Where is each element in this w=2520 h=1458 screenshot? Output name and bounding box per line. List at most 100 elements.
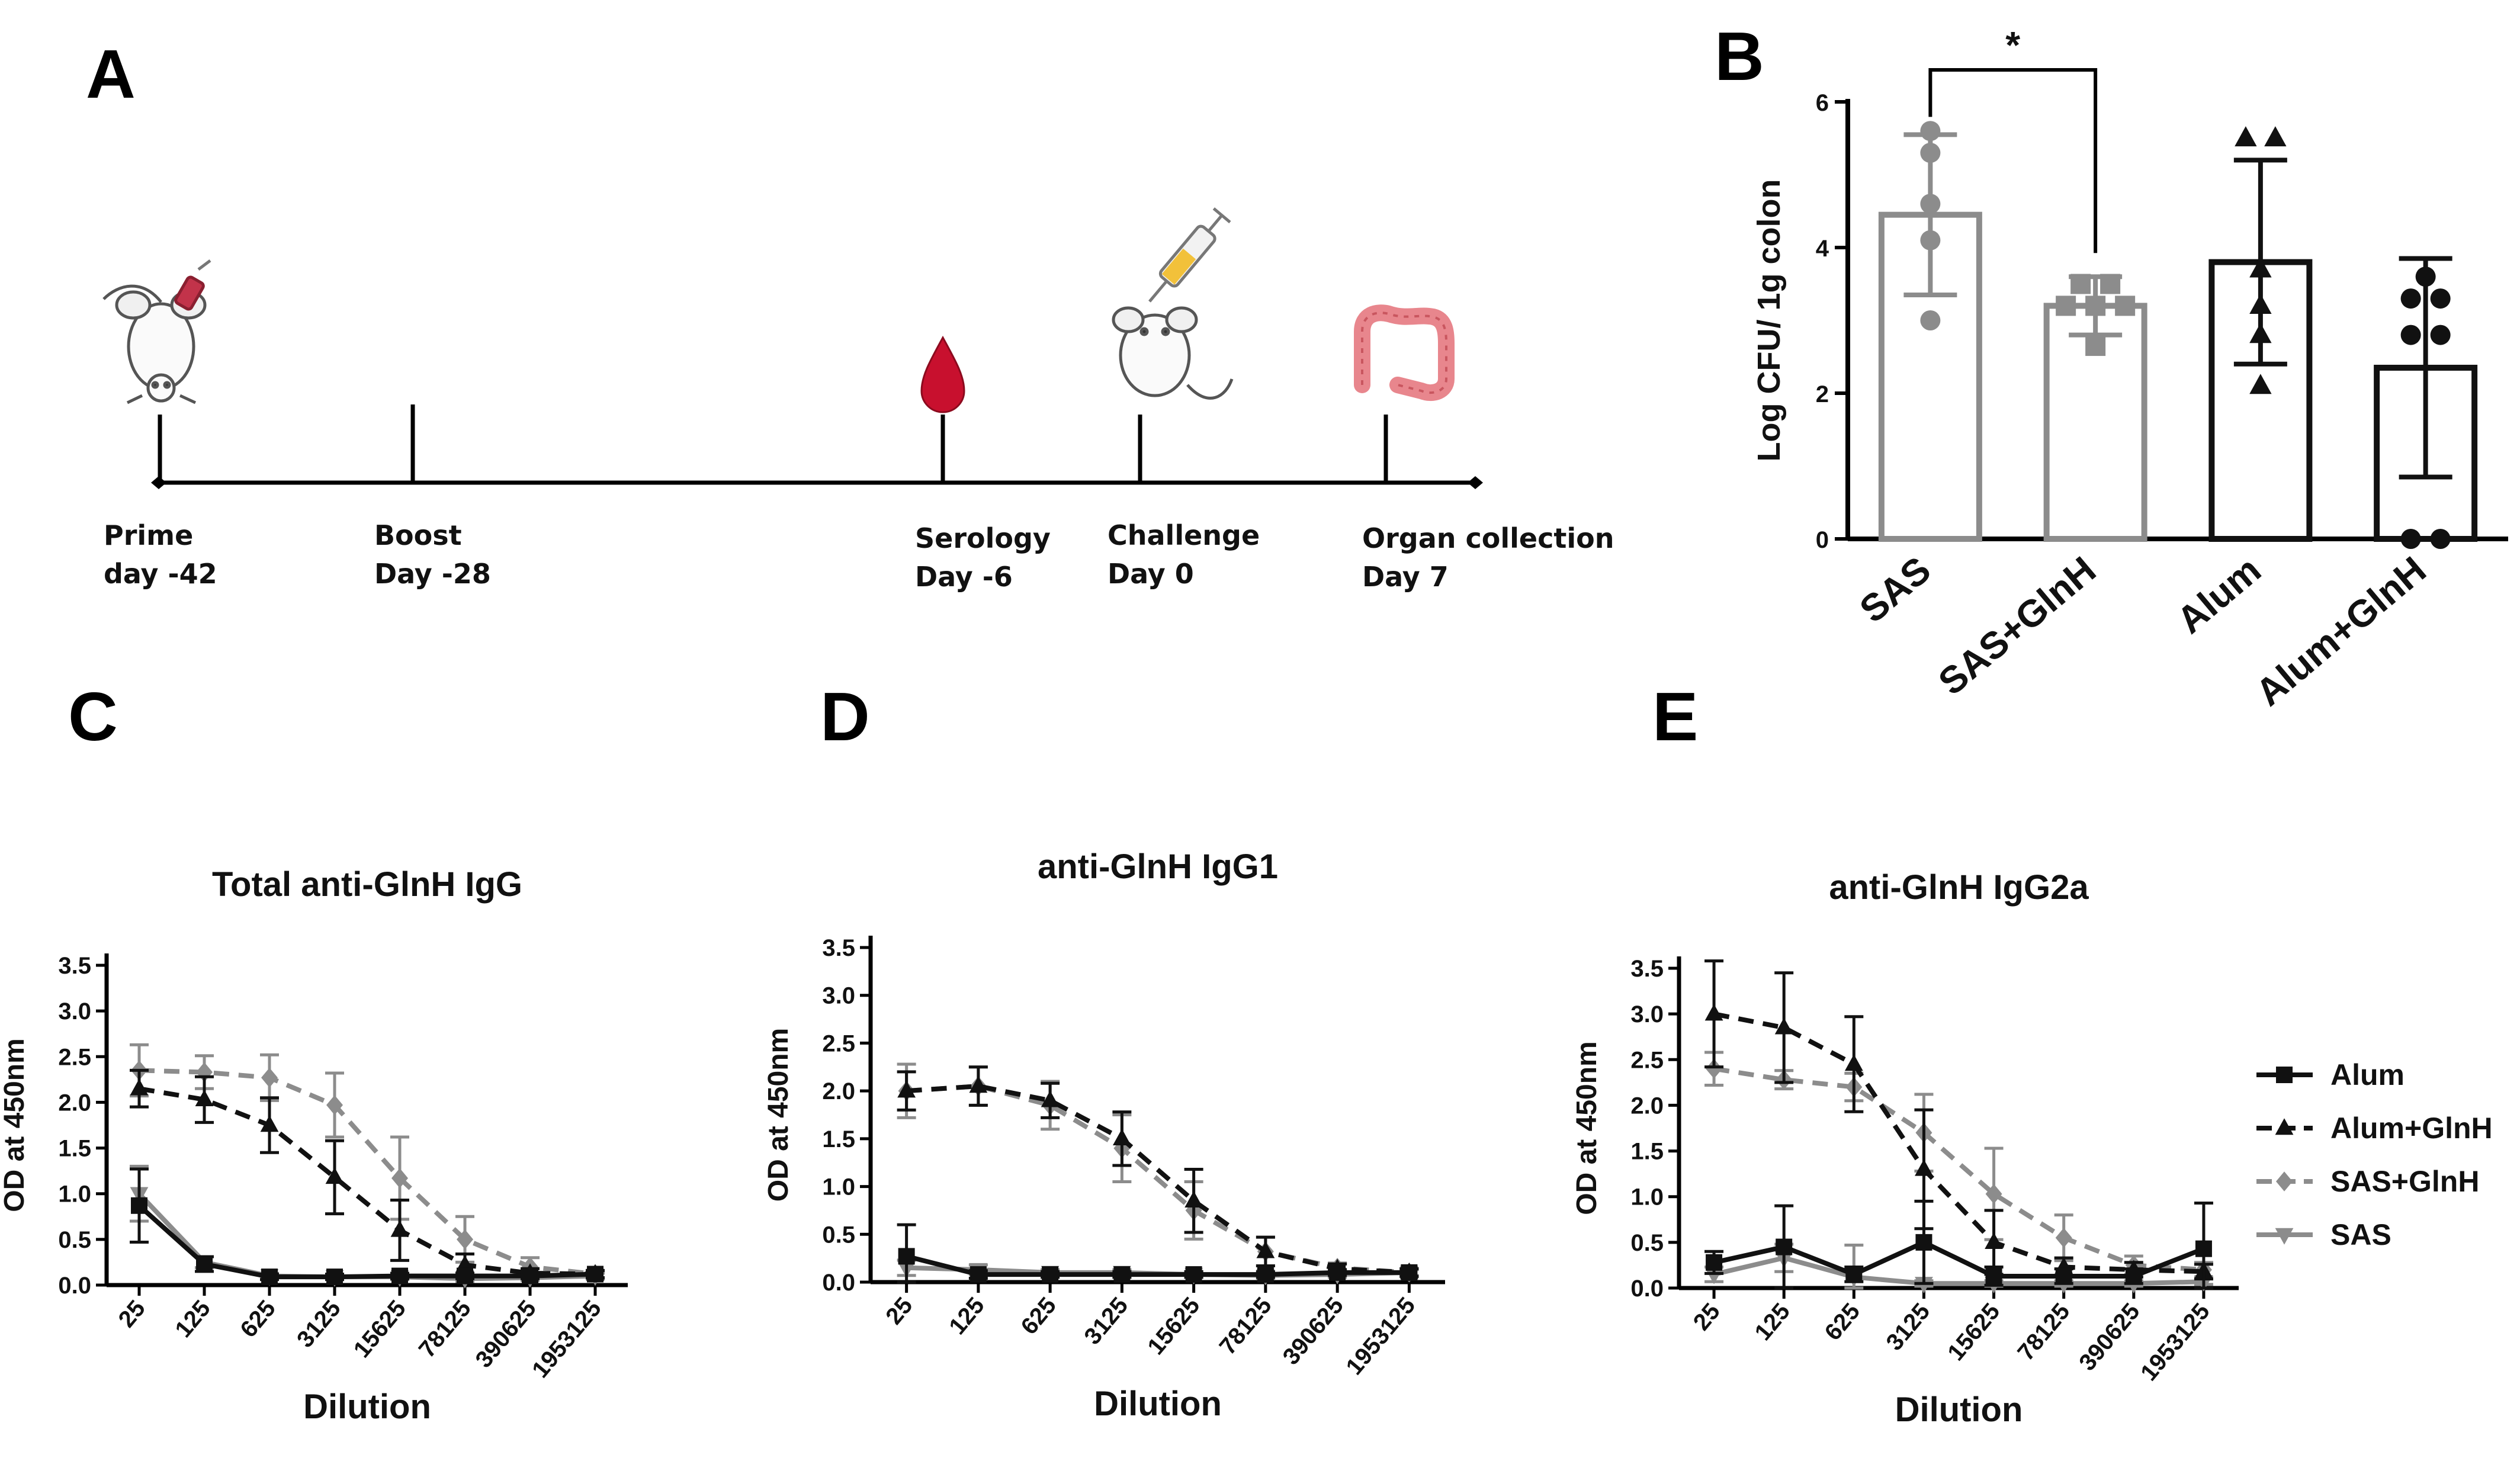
y-tick-label: 3.0 <box>1630 1001 1664 1027</box>
timeline-day-challenge: Day 0 <box>1107 558 1194 590</box>
chart-title: anti-GlnH IgG1 <box>1038 847 1278 886</box>
y-tick-label: 0 <box>1816 527 1829 553</box>
y-axis-label: Log CFU/ 1g colon <box>1751 179 1787 462</box>
mouse-injection-icon <box>102 259 211 404</box>
data-point <box>2430 529 2451 549</box>
x-tick-label: 3125 <box>1079 1293 1133 1350</box>
data-point <box>131 1197 147 1214</box>
data-point <box>2415 266 2436 287</box>
line-chart-c: Total anti-GlnH IgG 0.0 0.5 1.0 1.5 2.0 2.5 3.0… <box>0 865 628 1426</box>
data-point <box>2055 1267 2072 1284</box>
data-point <box>457 1229 473 1250</box>
y-tick-label: 1.5 <box>822 1126 855 1152</box>
y-tick-label: 2.5 <box>58 1044 91 1070</box>
y-tick-label: 3.5 <box>1630 956 1664 982</box>
data-point <box>2249 257 2272 278</box>
x-category-label: SAS <box>1851 548 1938 631</box>
series-line <box>137 1203 596 1280</box>
data-point <box>1112 1129 1131 1146</box>
legend-marker <box>2276 1067 2293 1083</box>
data-point <box>1113 1266 1131 1283</box>
data-point <box>1401 1264 1418 1281</box>
y-tick-label: 0.5 <box>1630 1230 1664 1256</box>
data-point <box>390 1220 409 1237</box>
y-tick-label: 0.0 <box>58 1273 91 1299</box>
x-tick-label: 625 <box>1820 1299 1866 1345</box>
data-point <box>1985 1267 2002 1284</box>
data-point <box>1041 1090 1060 1107</box>
x-axis-label: Dilution <box>303 1388 431 1426</box>
x-tick-label: 625 <box>235 1296 281 1343</box>
data-point <box>1985 1232 2003 1250</box>
data-point <box>1920 230 1941 251</box>
y-axis-label: OD at 450nm <box>1571 1041 1603 1215</box>
chart-title: anti-GlnH IgG2a <box>1829 868 2089 907</box>
data-point <box>1844 1054 1863 1071</box>
legend-label: Alum <box>2330 1058 2405 1091</box>
data-point <box>587 1266 603 1283</box>
x-tick-label: 3125 <box>292 1296 346 1353</box>
x-tick-label: 3125 <box>1881 1299 1935 1356</box>
data-point <box>2400 288 2421 309</box>
data-point <box>2085 296 2106 316</box>
colon-icon <box>1354 304 1455 402</box>
panel-label-d: D <box>820 678 870 755</box>
panel-label-c: C <box>68 678 118 755</box>
y-axis-label: OD at 450nm <box>0 1038 30 1212</box>
data-point <box>1704 1267 1723 1284</box>
data-point <box>2264 126 2287 147</box>
x-tick-label: 125 <box>170 1296 216 1343</box>
y-tick-label: 0.0 <box>1630 1276 1664 1302</box>
data-point <box>1329 1264 1346 1281</box>
x-tick-label: 25 <box>114 1296 150 1332</box>
data-point <box>2430 288 2451 309</box>
data-point <box>1920 194 1941 214</box>
timeline-label-challenge: Challenge <box>1107 519 1260 551</box>
data-point <box>325 1167 344 1184</box>
data-point <box>1915 1277 1933 1294</box>
data-point <box>1256 1241 1275 1258</box>
data-point <box>1774 1017 1793 1035</box>
data-point <box>196 1255 213 1273</box>
timeline-label-boost: Boost <box>374 519 462 551</box>
data-point <box>1920 121 1941 142</box>
series-line <box>1713 1239 2205 1279</box>
y-tick-label: 3.5 <box>58 953 91 979</box>
data-point <box>1776 1238 1793 1255</box>
data-point <box>391 1267 408 1284</box>
data-point <box>1915 1159 1933 1176</box>
data-point <box>2195 1240 2212 1257</box>
timeline-day-boost: Day -28 <box>374 558 491 590</box>
data-point <box>1185 1266 1202 1283</box>
x-tick-label: 625 <box>1016 1293 1061 1340</box>
data-point <box>1845 1266 1863 1283</box>
series-line <box>906 1254 1410 1277</box>
data-point <box>2249 294 2272 314</box>
data-point <box>2100 274 2121 294</box>
panel-label-a: A <box>86 36 136 113</box>
y-tick-label: 1.0 <box>58 1181 91 1207</box>
data-point <box>1920 310 1941 330</box>
x-axis-label: Dilution <box>1895 1390 2023 1429</box>
x-tick-label: 25 <box>1688 1299 1725 1335</box>
timeline-label-prime: Prime <box>104 519 193 551</box>
y-tick-label: 0.5 <box>58 1227 91 1253</box>
y-axis-label: OD at 450nm <box>763 1028 794 1202</box>
y-tick-label: 1.0 <box>1630 1184 1664 1210</box>
blood-drop-icon <box>920 335 965 413</box>
data-point <box>1706 1058 1723 1079</box>
data-point <box>970 1266 987 1283</box>
x-tick-label: 390625 <box>2074 1299 2145 1376</box>
y-tick-label: 2.5 <box>1630 1047 1664 1073</box>
series-line <box>906 1084 1410 1275</box>
timeline-day-serology: Day -6 <box>915 561 1013 593</box>
series-line <box>1713 1255 2204 1286</box>
data-point <box>391 1168 408 1189</box>
x-tick-label: 1953125 <box>1341 1293 1420 1380</box>
y-tick-label: 6 <box>1816 90 1829 116</box>
data-point <box>1706 1254 1723 1271</box>
y-tick-label: 2 <box>1816 381 1829 407</box>
line-chart-d: anti-GlnH IgG1 0.0 0.5 1.0 1.5 2.0 2.5 3.0 3.5 25… <box>763 847 1445 1423</box>
